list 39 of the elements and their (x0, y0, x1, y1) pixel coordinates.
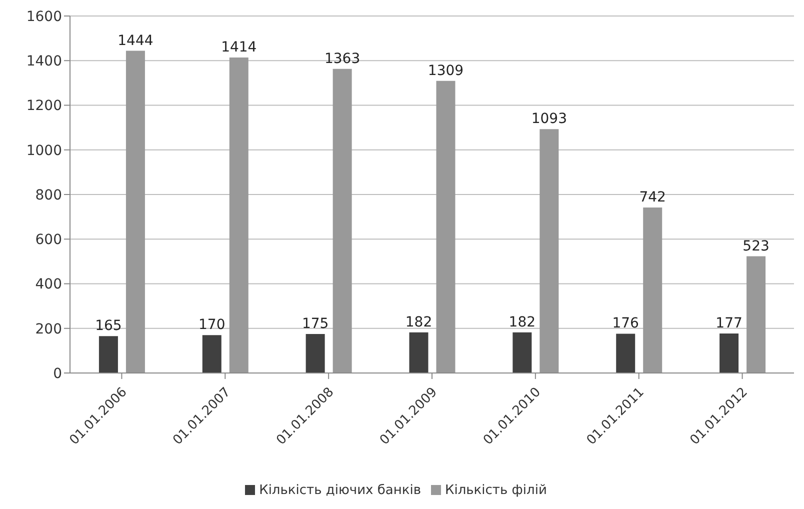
data-label: 176 (612, 316, 640, 332)
bar (332, 68, 352, 373)
bar (409, 332, 428, 373)
data-label: 1444 (118, 32, 154, 49)
y-tick-label: 1000 (26, 142, 62, 159)
bar (746, 256, 766, 373)
y-tick-label: 1400 (26, 54, 62, 70)
bar (126, 50, 145, 373)
data-label: 177 (716, 316, 742, 332)
bar (202, 335, 222, 373)
data-label: 742 (639, 189, 666, 206)
bar (436, 80, 456, 373)
y-tick-label: 1600 (26, 8, 62, 25)
bar (98, 336, 118, 373)
bar (643, 207, 662, 373)
bar (512, 332, 532, 373)
legend-label: Кількість діючих банків (259, 483, 421, 498)
bar (540, 129, 559, 373)
y-tick-label: 400 (35, 276, 62, 293)
y-tick-label: 800 (35, 187, 62, 204)
y-tick-label: 1200 (26, 98, 62, 114)
data-label: 182 (405, 314, 432, 330)
data-label: 523 (742, 238, 770, 254)
bar (616, 334, 636, 373)
y-tick-label: 600 (35, 232, 62, 248)
y-tick-label: 200 (35, 321, 62, 338)
bar (720, 334, 739, 373)
data-label: 1309 (428, 62, 464, 79)
data-label: 170 (198, 317, 226, 334)
data-label: 1414 (221, 40, 257, 56)
data-label: 175 (302, 316, 329, 332)
bar (229, 58, 248, 373)
data-label: 165 (95, 318, 122, 334)
data-label: 1093 (531, 111, 567, 128)
data-label: 182 (508, 314, 536, 330)
legend-label: Кількість філій (445, 483, 547, 498)
y-tick-label: 0 (53, 366, 62, 382)
data-label: 1363 (324, 50, 360, 67)
bar (306, 334, 325, 373)
